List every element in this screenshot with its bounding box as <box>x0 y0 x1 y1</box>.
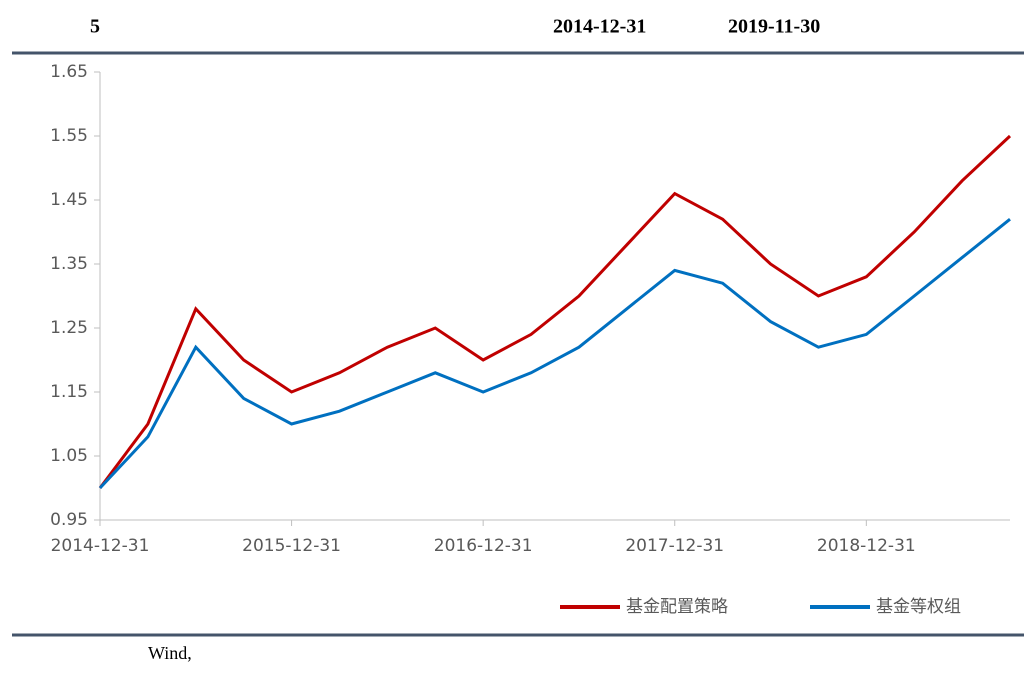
x-tick-label: 2017-12-31 <box>625 536 724 556</box>
x-tick-label: 2016-12-31 <box>434 536 533 556</box>
y-tick-label: 1.55 <box>50 126 88 146</box>
figure-number: 5 <box>90 16 100 38</box>
source: Wind, <box>148 643 192 663</box>
y-tick-label: 1.05 <box>50 446 88 466</box>
x-tick-label: 2015-12-31 <box>242 536 341 556</box>
x-tick-label: 2014-12-31 <box>51 536 150 556</box>
legend-label: 基金配置策略 <box>626 597 728 617</box>
y-tick-label: 1.65 <box>50 62 88 82</box>
y-tick-label: 0.95 <box>50 510 88 530</box>
y-tick-label: 1.45 <box>50 190 88 210</box>
x-tick-label: 2018-12-31 <box>817 536 916 556</box>
series-line <box>98 134 1012 489</box>
y-tick-label: 1.15 <box>50 382 88 402</box>
y-tick-label: 1.35 <box>50 254 88 274</box>
end-date: 2019-11-30 <box>728 16 820 38</box>
y-tick-label: 1.25 <box>50 318 88 338</box>
start-date: 2014-12-31 <box>553 16 646 38</box>
series-line <box>98 218 1011 490</box>
legend-label: 基金等权组 <box>876 597 961 617</box>
